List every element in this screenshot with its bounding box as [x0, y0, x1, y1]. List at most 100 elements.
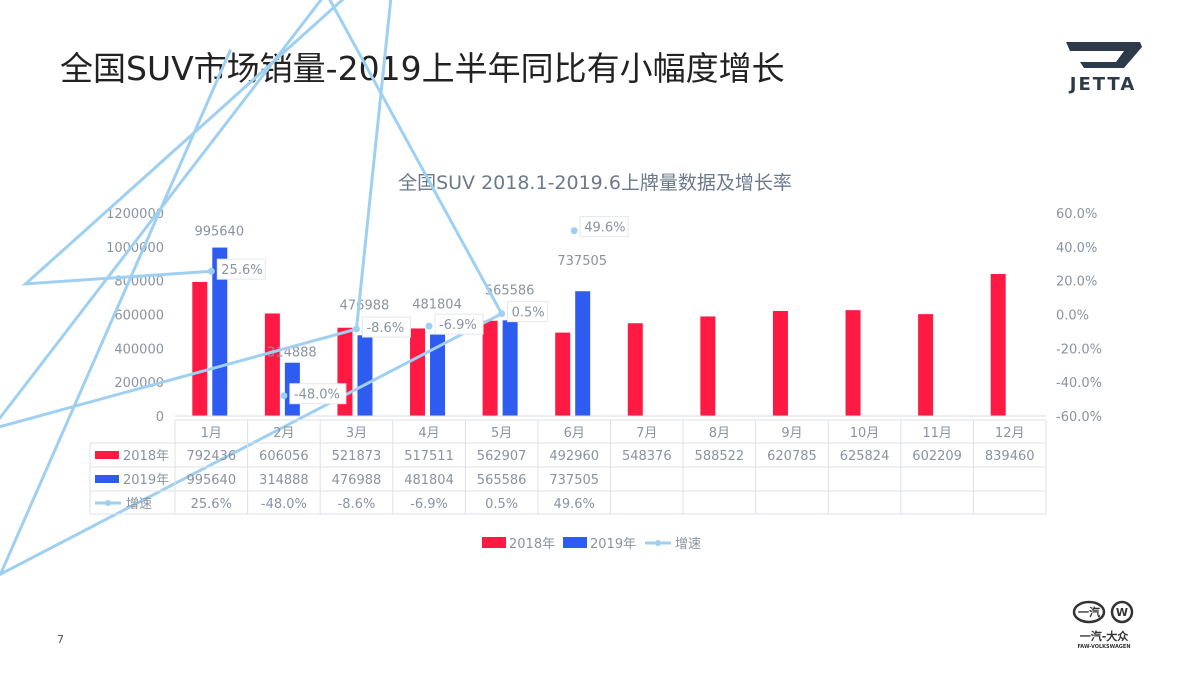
- table-cell: 492960: [549, 449, 599, 464]
- table-header-6: 6月: [564, 426, 585, 441]
- table-cell: 25.6%: [191, 497, 232, 512]
- page-number: 7: [57, 633, 64, 646]
- legend-growth-label: 增速: [675, 537, 701, 552]
- growth-data-label: 0.5%: [512, 306, 545, 321]
- growth-label-box: [579, 216, 629, 238]
- bar-2018: [990, 273, 1006, 416]
- bar-2019-data-label: 995640: [194, 225, 244, 240]
- bar-2019-data-label: 476988: [340, 298, 390, 313]
- right-axis-tick: 60.0%: [1056, 207, 1097, 222]
- table-header-5: 5月: [491, 426, 512, 441]
- table-cell: 839460: [985, 449, 1035, 464]
- growth-point: [280, 392, 288, 400]
- growth-point: [498, 310, 506, 318]
- table-cell: 995640: [186, 473, 236, 488]
- bar-2018: [410, 328, 426, 416]
- table-cell: 476988: [332, 473, 382, 488]
- growth-data-label: -48.0%: [294, 388, 340, 403]
- faw-vw-emblem-icon: 一汽 W: [1072, 600, 1134, 624]
- table-cell: -8.6%: [338, 497, 376, 512]
- bar-2018: [555, 332, 571, 416]
- jetta-logo-mark-icon: [1066, 42, 1142, 68]
- left-axis-tick: 0: [156, 410, 164, 425]
- table-cell: 0.5%: [485, 497, 518, 512]
- growth-label-box: [434, 313, 484, 335]
- table-header-12: 12月: [995, 426, 1025, 441]
- legend-2019-label: 2019年: [590, 537, 636, 552]
- table-cell: 625824: [840, 449, 890, 464]
- right-axis-tick: -40.0%: [1056, 376, 1102, 391]
- table-header-1: 1月: [201, 426, 222, 441]
- table-header-8: 8月: [709, 426, 730, 441]
- left-axis-tick: 1200000: [106, 207, 164, 222]
- table-cell: 562907: [477, 449, 527, 464]
- bar-2018: [845, 310, 861, 416]
- growth-point: [425, 322, 433, 330]
- table-header-10: 10月: [850, 426, 880, 441]
- bar-2018: [192, 281, 208, 416]
- table-header-2: 2月: [273, 426, 294, 441]
- left-axis-tick: 600000: [114, 309, 164, 324]
- faw-logo-cn: 一汽-大众: [1079, 630, 1129, 643]
- legend-2018-icon: [482, 537, 506, 548]
- growth-point: [207, 267, 215, 275]
- bar-2019: [502, 320, 518, 416]
- table-row-header: 增速: [126, 497, 152, 512]
- bar-2019: [212, 247, 228, 416]
- faw-logo-en: FAW-VOLKSWAGEN: [1077, 644, 1131, 650]
- bar-2019: [430, 334, 446, 416]
- bar-2019: [357, 335, 373, 416]
- right-axis-tick: -60.0%: [1056, 410, 1102, 425]
- growth-line: [0, 0, 504, 577]
- growth-data-label: -6.9%: [439, 318, 477, 333]
- growth-point: [570, 227, 578, 235]
- jetta-logo: JETTA: [1062, 42, 1144, 95]
- bar-2018: [482, 320, 498, 416]
- table-cell: 517511: [404, 449, 454, 464]
- legend-growth-marker: [655, 540, 661, 546]
- table-cell: -6.9%: [410, 497, 448, 512]
- growth-point: [352, 325, 360, 333]
- table-cell: 521873: [332, 449, 382, 464]
- right-axis-tick: 0.0%: [1056, 309, 1089, 324]
- table-cell: 481804: [404, 473, 454, 488]
- growth-data-label: 49.6%: [584, 221, 625, 236]
- left-axis-tick: 400000: [114, 342, 164, 357]
- table-header-9: 9月: [781, 426, 802, 441]
- svg-text:一汽: 一汽: [1078, 605, 1100, 619]
- bar-2018: [700, 316, 716, 416]
- growth-data-label: 25.6%: [221, 263, 262, 278]
- bar-2019-data-label: 565586: [485, 283, 535, 298]
- faw-vw-logo: 一汽 W 一汽-大众 FAW-VOLKSWAGEN: [1068, 600, 1140, 650]
- table-header-7: 7月: [636, 426, 657, 441]
- bar-2018: [918, 314, 934, 416]
- table-cell: -48.0%: [261, 497, 307, 512]
- growth-label-box: [361, 316, 411, 338]
- table-cell: 620785: [767, 449, 817, 464]
- bar-2018: [627, 323, 643, 416]
- bar-2019-data-label: 481804: [412, 297, 462, 312]
- table-cell: 49.6%: [554, 497, 595, 512]
- table-row-header: 2019年: [123, 473, 169, 488]
- right-axis-tick: -20.0%: [1056, 342, 1102, 357]
- table-cell: 588522: [695, 449, 745, 464]
- growth-label-box: [507, 301, 549, 323]
- legend-swatch-2019年: [95, 475, 119, 483]
- svg-text:W: W: [1116, 606, 1128, 619]
- page-title: 全国SUV市场销量-2019上半年同比有小幅度增长: [60, 49, 785, 88]
- jetta-logo-text: JETTA: [1069, 74, 1137, 95]
- legend-2018-label: 2018年: [509, 537, 555, 552]
- legend-swatch-2018年: [95, 451, 119, 459]
- growth-data-label: -8.6%: [366, 321, 404, 336]
- table-cell: 565586: [477, 473, 527, 488]
- legend-growth-marker-icon: [105, 500, 111, 506]
- bar-2019: [575, 291, 591, 416]
- bar-2018: [772, 310, 788, 416]
- growth-label-box: [216, 258, 266, 280]
- growth-label-box: [289, 383, 347, 405]
- chart-title: 全国SUV 2018.1-2019.6上牌量数据及增长率: [398, 172, 792, 194]
- legend-2019-icon: [563, 537, 587, 548]
- table-cell: 314888: [259, 473, 309, 488]
- bar-2018: [264, 313, 280, 416]
